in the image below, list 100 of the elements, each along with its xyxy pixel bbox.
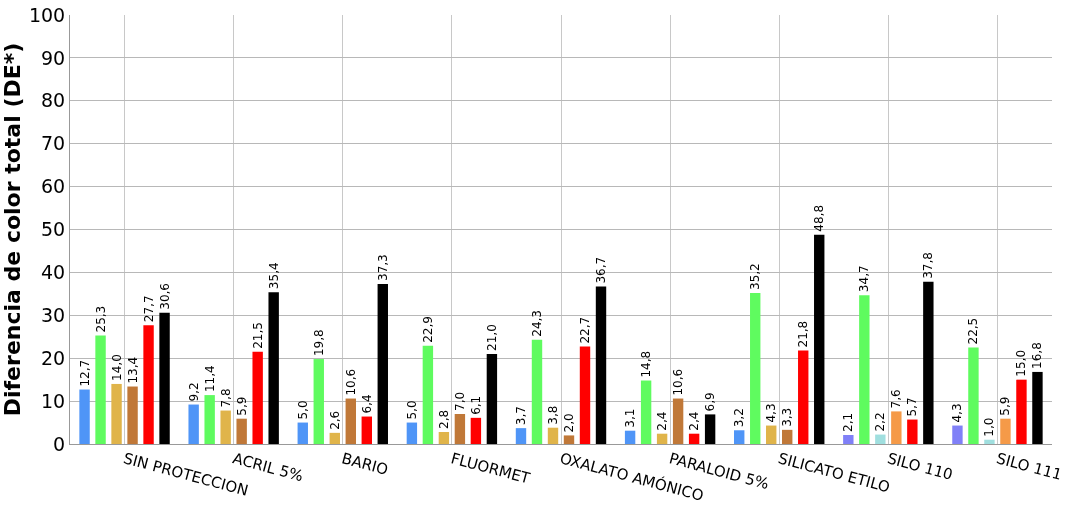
data-label: 2,2: [873, 412, 888, 432]
data-label: 22,7: [578, 316, 593, 344]
bar: [875, 434, 886, 444]
bar: [470, 417, 482, 444]
data-label: 21,0: [484, 324, 499, 351]
bar: [345, 398, 356, 444]
data-label: 2,1: [841, 412, 856, 432]
y-tick-label: 70: [41, 132, 66, 155]
bar: [563, 435, 575, 444]
data-label: 22,5: [966, 317, 981, 345]
y-tick-label: 30: [41, 303, 66, 326]
bar: [515, 428, 527, 444]
bar: [377, 283, 388, 444]
data-label: 5,7: [905, 397, 920, 417]
bar: [1016, 379, 1027, 444]
data-label: 25,3: [93, 305, 108, 333]
y-axis-title: Diferencia de color total (DE*): [0, 42, 25, 417]
bar: [952, 425, 963, 444]
bar: [859, 295, 870, 444]
bar: [579, 346, 591, 444]
data-label: 2,4: [687, 411, 702, 431]
data-label: 14,0: [109, 354, 124, 381]
bar: [204, 395, 215, 444]
y-tick-label: 10: [41, 389, 66, 412]
data-label: 34,7: [857, 265, 872, 293]
bar: [268, 292, 279, 444]
data-label: 2,0: [562, 413, 576, 433]
bar: [95, 335, 106, 444]
data-label: 14,8: [639, 350, 654, 378]
data-label: 3,7: [513, 406, 528, 426]
bar: [734, 430, 745, 444]
x-tick-label: BARIO: [339, 449, 391, 479]
data-label: 3,2: [732, 408, 747, 428]
data-label: 6,9: [703, 392, 718, 412]
data-label: 48,8: [812, 204, 827, 232]
data-label: 7,6: [889, 389, 904, 409]
data-label: 2,4: [655, 411, 670, 431]
bar: [656, 433, 668, 444]
data-label: 3,1: [623, 408, 638, 428]
data-label: 37,3: [375, 254, 390, 281]
bar: [531, 339, 543, 444]
bar: [486, 353, 498, 444]
bar: [406, 422, 418, 444]
data-label: 27,7: [141, 295, 156, 323]
bar: [782, 429, 793, 444]
data-label: 2,6: [327, 410, 342, 430]
bar: [968, 347, 979, 444]
y-tick-label: 50: [41, 218, 66, 241]
bar: [843, 434, 854, 444]
bar: [313, 359, 324, 444]
data-label: 21,5: [250, 322, 265, 349]
bar: [361, 416, 372, 444]
bar: [923, 281, 934, 444]
data-label: 22,9: [420, 316, 435, 343]
data-label: 5,0: [404, 400, 419, 420]
bar: [704, 414, 716, 444]
data-label: 4,3: [950, 403, 965, 423]
data-label: 21,8: [796, 320, 811, 348]
data-label: 5,9: [234, 396, 249, 416]
data-label: 7,0: [452, 391, 467, 411]
bar: [814, 234, 825, 444]
data-label: 10,6: [343, 368, 358, 396]
bar: [329, 432, 340, 444]
data-label: 6,4: [359, 394, 374, 414]
y-tick-label: 100: [28, 3, 66, 26]
y-tick-label: 60: [41, 175, 66, 198]
data-label: 1,0: [982, 417, 997, 437]
data-label: 2,8: [436, 409, 451, 429]
bar: [159, 312, 170, 444]
bar: [766, 425, 777, 444]
bar: [236, 418, 247, 444]
bar: [220, 410, 231, 444]
bar: [907, 419, 918, 444]
bar: [672, 398, 684, 444]
data-label: 12,7: [77, 359, 92, 387]
bar: [640, 380, 652, 444]
data-label: 10,6: [671, 368, 686, 396]
y-tick-label: 20: [41, 346, 66, 369]
data-label: 36,7: [594, 256, 609, 284]
bar: [143, 325, 154, 444]
data-label: 16,8: [1030, 342, 1045, 369]
data-label: 24,3: [529, 310, 544, 337]
bar: [422, 345, 434, 444]
data-label: 11,4: [202, 365, 217, 393]
bar: [984, 439, 995, 444]
data-label: 19,8: [311, 329, 326, 357]
bar: [624, 430, 636, 444]
bar: [688, 433, 700, 444]
bar: [454, 413, 466, 444]
bar: [252, 351, 263, 444]
y-tick-label: 40: [41, 261, 66, 284]
data-label: 7,8: [218, 388, 233, 408]
data-label: 37,8: [921, 252, 936, 279]
data-label: 6,1: [468, 395, 483, 415]
bar: [79, 389, 90, 444]
data-label: 35,4: [266, 262, 281, 290]
y-tick-label: 0: [53, 432, 66, 455]
bar: [297, 422, 308, 444]
data-label: 15,0: [1014, 349, 1029, 377]
bar: [750, 292, 761, 444]
